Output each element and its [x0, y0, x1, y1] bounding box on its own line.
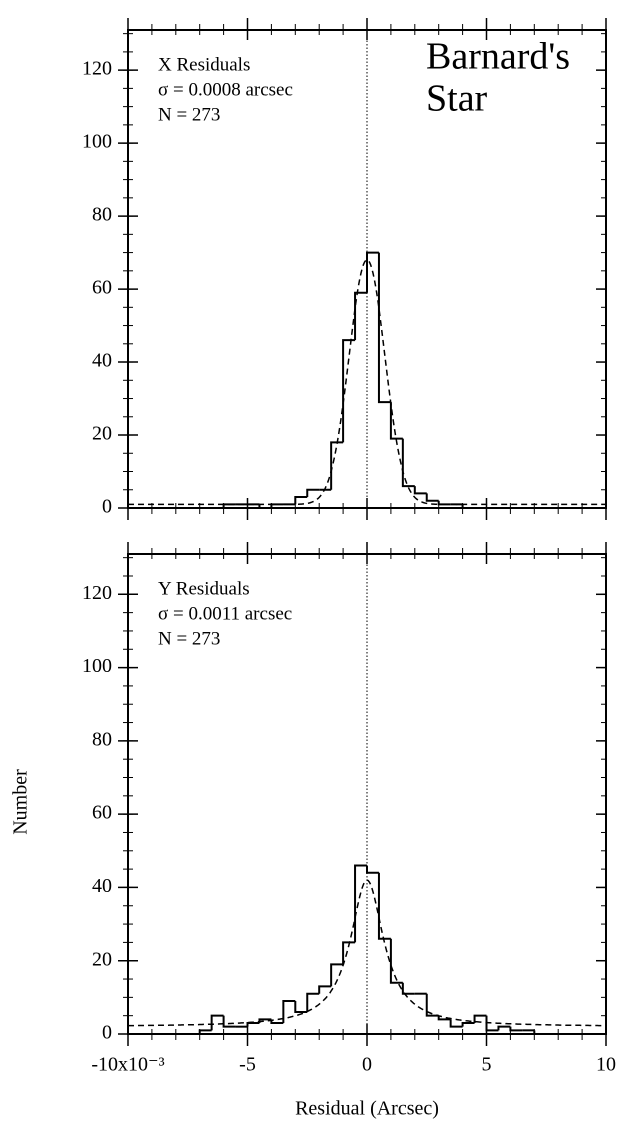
histogram-bin [366, 251, 379, 293]
histogram-bin [437, 500, 451, 506]
histogram-bin [330, 963, 344, 987]
histogram-bin [449, 1019, 463, 1028]
y-tick-label: 20 [92, 423, 112, 445]
histogram-bin [342, 339, 356, 443]
histogram-bin [509, 1026, 523, 1032]
histogram-bin [413, 486, 427, 495]
histogram-bin [497, 1025, 511, 1031]
y-tick-label: 80 [92, 204, 112, 226]
x-tick-label: -5 [239, 1054, 256, 1076]
y-tick-label: 40 [92, 350, 112, 372]
histogram-bin [330, 441, 344, 490]
histogram-bin [270, 1019, 284, 1025]
annotation: N = 273 [158, 628, 220, 649]
histogram-bin [258, 504, 272, 509]
histogram-bin [294, 1001, 308, 1014]
y-tick-label: 120 [82, 58, 112, 80]
y-tick-label: 40 [92, 875, 112, 897]
histogram-bin [401, 982, 415, 995]
histogram-bin [377, 872, 391, 940]
chart-title: Barnard's [426, 36, 570, 78]
histogram-bin [354, 291, 367, 341]
annotation: N = 273 [158, 104, 220, 125]
histogram-bin [485, 1015, 499, 1032]
annotation: σ = 0.0011 arcsec [158, 603, 292, 624]
chart-title: Star [426, 78, 488, 120]
histogram-bin [222, 1015, 236, 1028]
fit-curve [128, 259, 606, 506]
histogram-bin [389, 938, 403, 984]
y-tick-label: 120 [82, 582, 112, 604]
histogram-bin [210, 1014, 224, 1031]
histogram-bin [258, 1018, 272, 1024]
x-tick-label: 10 [596, 1054, 616, 1076]
histogram-bin [425, 993, 439, 1017]
histogram-bin [377, 252, 391, 404]
y-axis-label: Number [10, 769, 32, 835]
y-tick-label: 100 [82, 655, 112, 677]
histogram-bin [222, 503, 236, 508]
histogram-bin [366, 865, 379, 874]
histogram-bin [294, 496, 308, 505]
histogram-bin [473, 1014, 487, 1024]
y-tick-label: 60 [92, 277, 112, 299]
histogram-bin [318, 985, 332, 994]
annotation: Y Residuals [158, 578, 250, 599]
histogram-bin [270, 503, 284, 508]
y-tick-label: 20 [92, 948, 112, 970]
histogram-bin [389, 402, 403, 440]
annotation: σ = 0.0008 arcsec [158, 79, 293, 100]
annotation: X Residuals [158, 54, 250, 75]
histogram-bin [306, 992, 320, 1013]
histogram-bin [198, 1029, 212, 1034]
y-tick-label: 80 [92, 728, 112, 750]
histogram-bin [246, 1022, 260, 1027]
plot-frame [127, 553, 607, 1035]
y-tick-label: 100 [82, 131, 112, 153]
x-tick-label: 0 [362, 1054, 372, 1076]
histogram-bin [401, 438, 415, 488]
histogram-bin [306, 488, 320, 498]
histogram-bin [461, 1022, 475, 1027]
histogram-bin [533, 1030, 547, 1035]
histogram-bin [342, 941, 356, 965]
y-tick-label: 0 [102, 1022, 112, 1044]
fit-curve [128, 879, 606, 1027]
histogram-bin [425, 493, 439, 502]
y-tick-label: 60 [92, 802, 112, 824]
histogram-bin [437, 1015, 451, 1021]
histogram-bin [461, 504, 475, 509]
histogram-bin [354, 864, 367, 943]
x-axis-label: Residual (Arcsec) [295, 1098, 439, 1120]
y-tick-label: 0 [102, 496, 112, 518]
x-tick-label: 5 [482, 1054, 492, 1076]
x-tick-label: -10x10⁻³ [91, 1054, 164, 1076]
histogram-bin [282, 1000, 296, 1024]
